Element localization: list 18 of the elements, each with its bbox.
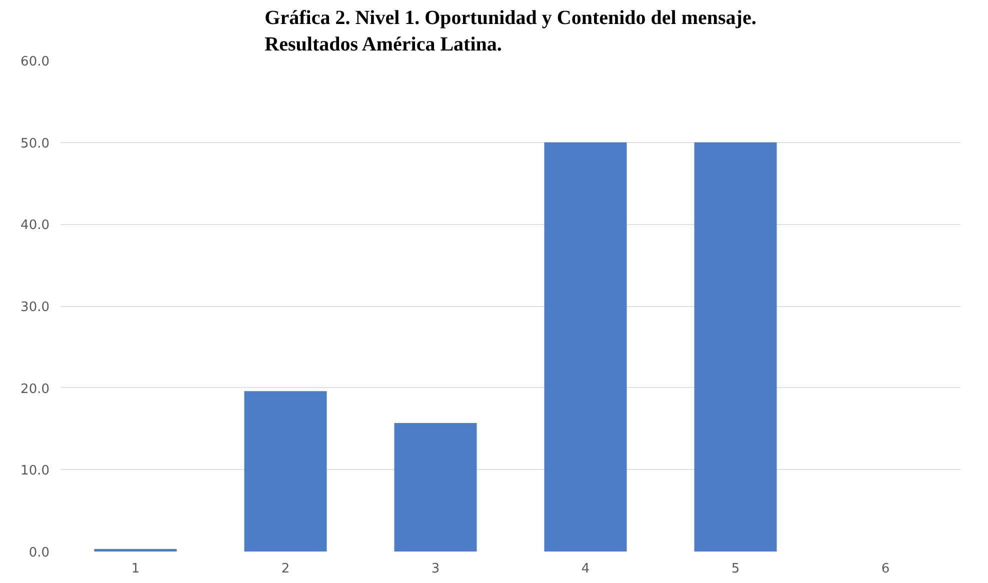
y-tick-label: 20.0	[20, 382, 50, 397]
bar	[244, 391, 327, 552]
y-tick-label: 0.0	[28, 546, 50, 560]
bar	[694, 142, 777, 552]
x-tick-label: 4	[581, 562, 590, 576]
bar	[544, 142, 627, 552]
x-tick-label: 2	[281, 562, 290, 576]
x-tick-label: 3	[431, 562, 440, 576]
y-tick-label: 30.0	[20, 300, 50, 315]
y-tick-label: 50.0	[20, 136, 50, 152]
y-tick-label: 10.0	[20, 464, 50, 479]
y-tick-label: 40.0	[20, 218, 50, 234]
chart-title: Gráfica 2. Nivel 1. Oportunidad y Contenido del mensaje. Resultados América Latina.	[264, 7, 756, 56]
x-tick-label: 1	[131, 562, 140, 576]
bar	[394, 423, 477, 552]
x-tick-label: 5	[731, 562, 740, 576]
x-tick-label: 6	[881, 562, 890, 576]
y-tick-label: 60.0	[20, 54, 50, 70]
